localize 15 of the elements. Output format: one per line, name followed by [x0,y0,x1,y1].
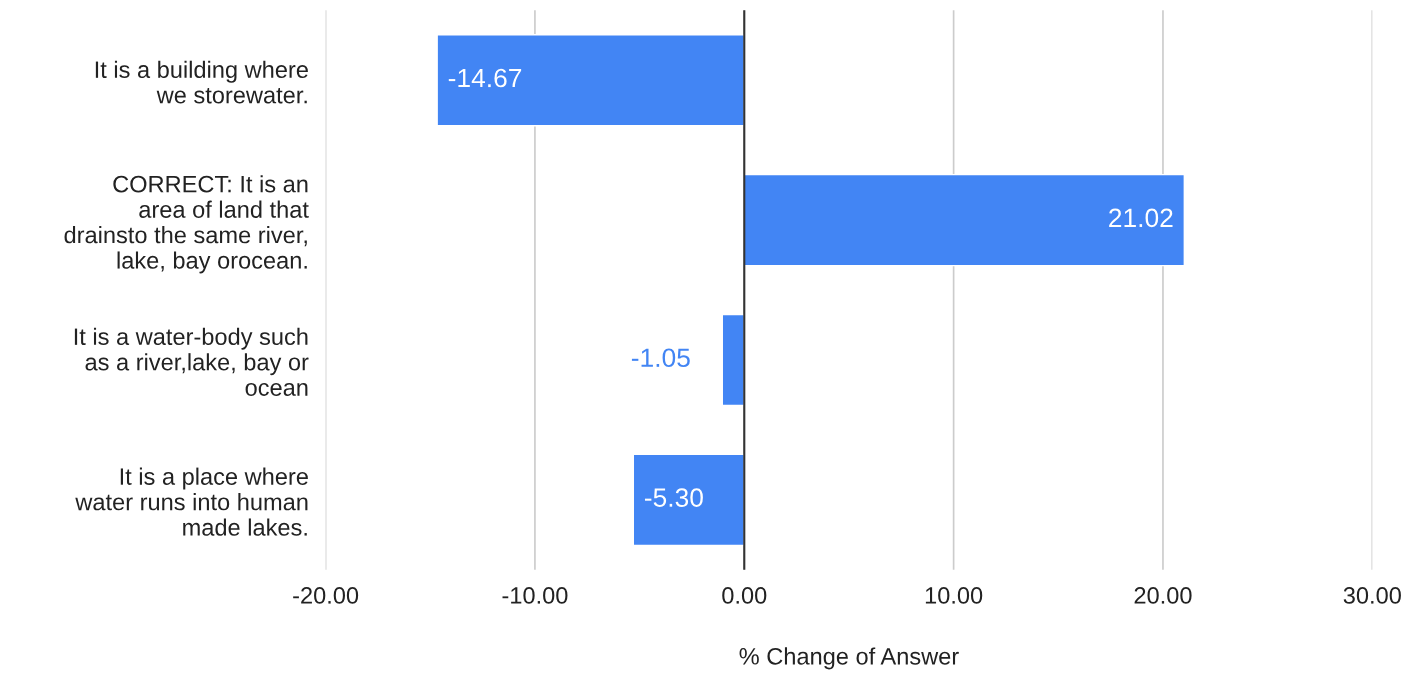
y-tick-label: It is a place where water runs into human made lakes. [75,467,308,536]
x-tick-label: 10.00 [925,587,983,604]
data-label: 21.02 [1109,208,1173,228]
x-axis-title: % Change of Answer [739,647,959,670]
x-tick-label: 20.00 [1134,587,1192,604]
x-tick-label: 0.00 [722,587,767,604]
x-tick-label: -10.00 [502,587,568,604]
y-tick-label: CORRECT: It is an area of land that drainsto the same river, lake, bay orocean. [64,175,309,274]
x-tick-label: 30.00 [1343,587,1401,604]
x-tick-label: -20.00 [293,587,359,604]
data-label: -14.67 [448,68,522,88]
y-tick-label: It is a water-body such as a river,lake, bay or ocean [74,327,309,396]
y-tick-label: It is a building where we storewater. [95,60,308,104]
data-label: -1.05 [631,348,690,368]
data-label: -5.30 [644,488,703,507]
